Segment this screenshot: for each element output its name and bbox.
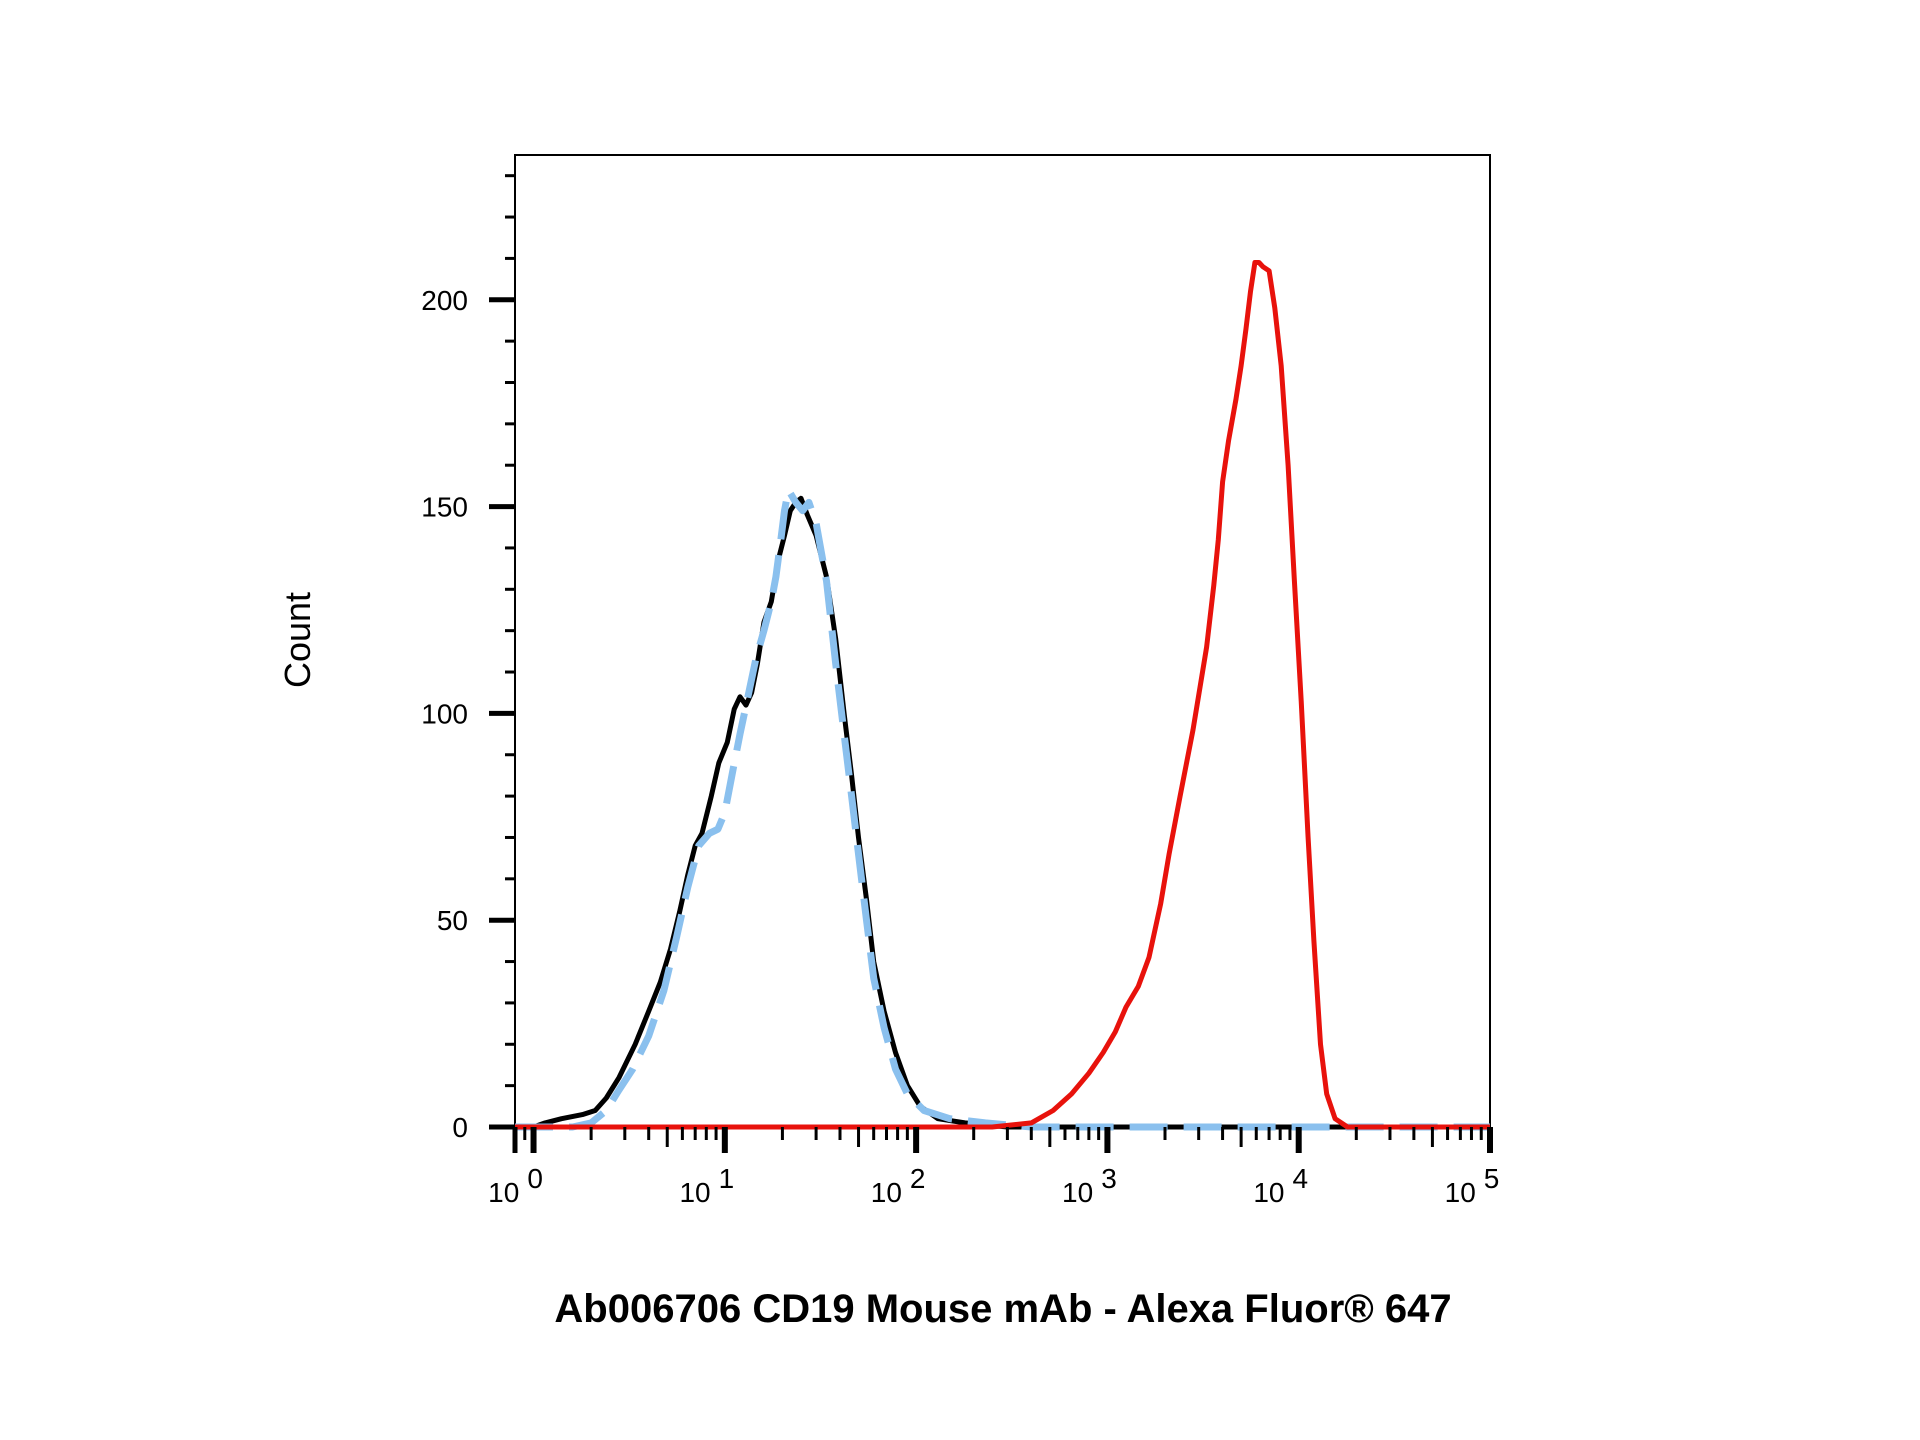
histogram-series-1 bbox=[515, 495, 1490, 1130]
y-tick-label: 100 bbox=[421, 698, 468, 729]
x-tick-label: 10 5 bbox=[1445, 1163, 1500, 1208]
x-tick-label: 10 4 bbox=[1253, 1163, 1308, 1208]
tick-layer: 0 50 100 150 200 10 0 10 1 10 2 10 3 10 4 10 5 bbox=[421, 285, 1499, 1208]
x-tick-label: 10 0 bbox=[488, 1163, 543, 1208]
x-tick-label: 10 3 bbox=[1062, 1163, 1117, 1208]
y-axis-title: Count bbox=[277, 592, 318, 688]
x-tick-label: 10 1 bbox=[679, 1163, 734, 1208]
y-tick-label: 150 bbox=[421, 492, 468, 523]
x-axis-title: Ab006706 CD19 Mouse mAb - Alexa Fluor® 6… bbox=[554, 1287, 1451, 1331]
histogram-series-2 bbox=[515, 486, 1490, 1131]
y-tick-label: 200 bbox=[421, 285, 468, 316]
x-tick-label: 10 2 bbox=[871, 1163, 926, 1208]
axis-layer bbox=[489, 174, 1493, 1153]
y-tick-label: 0 bbox=[452, 1112, 468, 1143]
y-tick-label: 50 bbox=[437, 905, 468, 936]
histogram-series-3 bbox=[515, 260, 1490, 1130]
series-layer bbox=[515, 260, 1490, 1131]
